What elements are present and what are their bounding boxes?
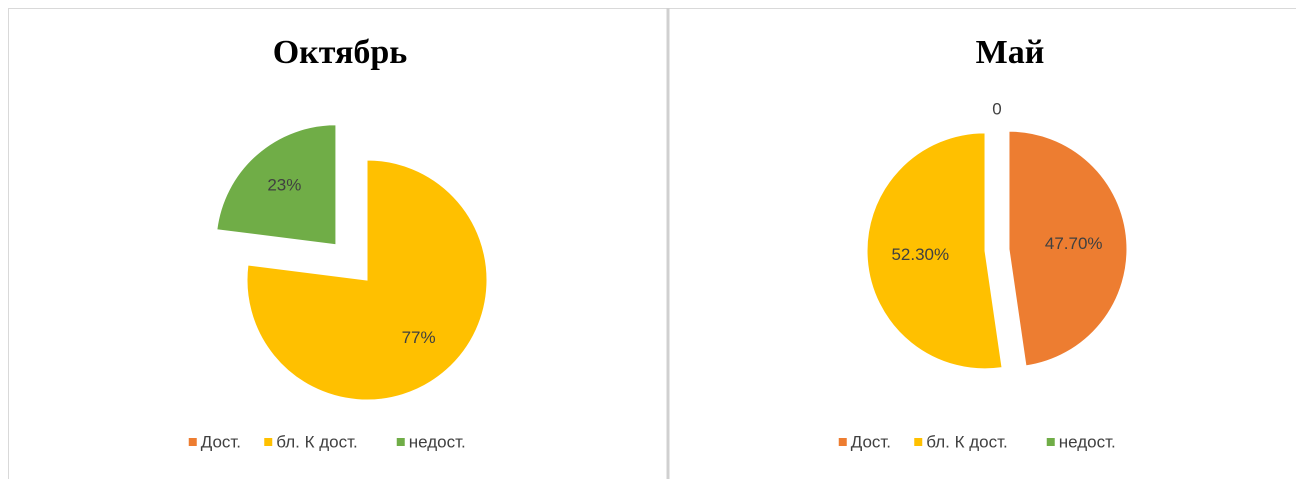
data-label: 52.30% xyxy=(891,245,949,264)
data-label: 47.70% xyxy=(1045,234,1103,253)
pie-slice xyxy=(246,159,488,401)
legend-label: бл. К дост. xyxy=(276,432,357,451)
pie-slice xyxy=(216,124,337,246)
legend-label: Дост. xyxy=(201,432,241,451)
legend-label: бл. К дост. xyxy=(926,432,1007,451)
legend-swatch xyxy=(838,438,847,446)
legend-label: недост. xyxy=(1059,432,1116,451)
data-label: 0 xyxy=(992,99,1001,118)
legend-swatch xyxy=(188,438,197,446)
legend-swatch xyxy=(396,438,405,446)
legend-swatch xyxy=(914,438,923,446)
legend-label: недост. xyxy=(409,432,466,451)
legend-label: Дост. xyxy=(851,432,891,451)
legend-swatch xyxy=(1046,438,1055,446)
chart-title: Май xyxy=(976,34,1045,71)
chart-title: Октябрь xyxy=(273,34,408,71)
pie-slice xyxy=(866,132,1003,370)
data-label: 23% xyxy=(267,176,301,195)
pie-slice xyxy=(1008,130,1128,367)
data-label: 77% xyxy=(402,328,436,347)
legend-swatch xyxy=(264,438,273,446)
